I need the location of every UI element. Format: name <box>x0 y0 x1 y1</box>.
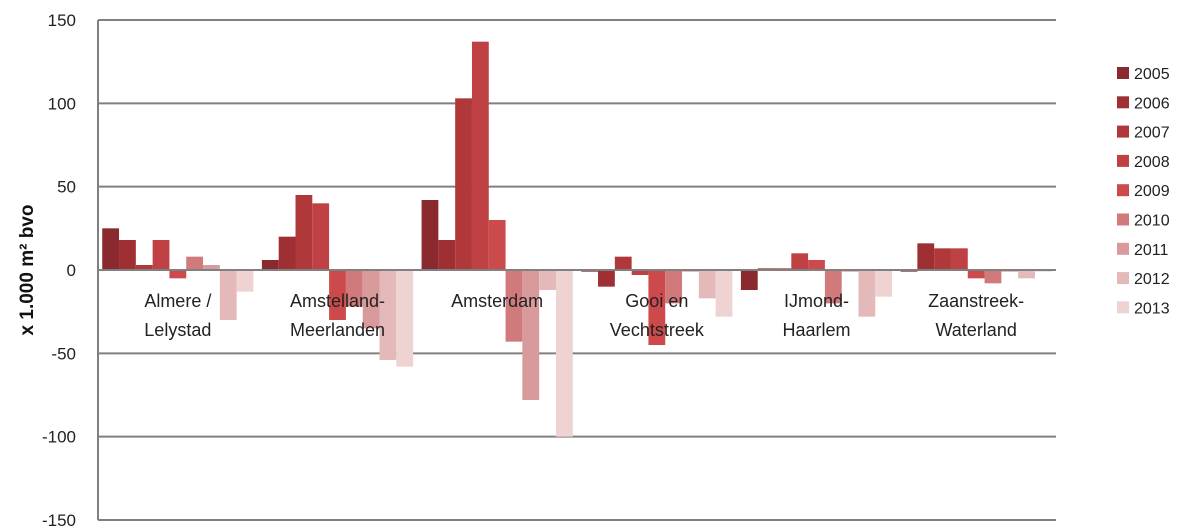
gridlines <box>98 19 1056 521</box>
bar-2010 <box>824 270 842 304</box>
bar-2008 <box>950 248 968 270</box>
bar-2006 <box>438 240 456 270</box>
legend-swatch <box>1117 125 1129 138</box>
bar-2009 <box>967 270 985 279</box>
category-label: Amstelland-Meerlanden <box>290 291 385 340</box>
bar-2010 <box>984 270 1002 284</box>
bar-2012 <box>539 270 556 290</box>
bar-2008 <box>471 41 489 270</box>
bar-2008 <box>312 203 330 270</box>
bar-2006 <box>598 270 615 287</box>
legend-swatch <box>1117 213 1129 226</box>
bar-2006 <box>119 240 136 270</box>
legend-swatch <box>1117 154 1129 167</box>
legend-swatch <box>1117 67 1129 79</box>
bar-2005 <box>102 228 120 270</box>
bar-2012 <box>379 270 397 360</box>
bar-2009 <box>169 270 187 279</box>
category-label: Gooi en Vechtstreek <box>610 291 705 340</box>
legend-label: 2006 <box>1134 95 1170 112</box>
bar-2007 <box>135 265 153 270</box>
y-axis-title: x 1.000 m² bvo <box>17 205 38 336</box>
bar-2006 <box>278 236 296 270</box>
bar-2011 <box>362 270 380 329</box>
bar-2013 <box>715 270 733 317</box>
bar-2013 <box>236 270 254 292</box>
bar-2013 <box>396 270 414 367</box>
bar-2009 <box>329 270 346 320</box>
bar-2005 <box>261 260 279 270</box>
bar-2005 <box>740 270 758 290</box>
bar-2010 <box>345 270 363 307</box>
y-tick-label: -150 <box>42 511 76 530</box>
bar-2007 <box>295 195 313 270</box>
bar-2012 <box>698 270 716 299</box>
bar-2013 <box>555 270 573 437</box>
bar-2012 <box>1018 270 1035 279</box>
bar-2009 <box>648 270 666 345</box>
legend-swatch <box>1117 184 1129 197</box>
y-tick-label: 150 <box>48 11 76 30</box>
y-tick-label: 100 <box>48 94 76 113</box>
bar-2009 <box>808 260 825 270</box>
y-tick-label: -50 <box>51 344 76 363</box>
bar-2008 <box>631 270 649 275</box>
bar-2009 <box>488 220 506 270</box>
y-axis-tick-labels: 150 100 50 0 -50 -100 -150 <box>42 11 76 530</box>
legend-swatch <box>1117 96 1129 109</box>
bar-2010 <box>186 256 204 270</box>
category-label: Zaanstreek-Waterland <box>928 291 1024 340</box>
legend-label: 2013 <box>1134 300 1170 317</box>
legend-swatch <box>1117 272 1129 285</box>
category-labels: Almere / Lelystad Amstelland-Meerlanden Ams… <box>144 291 1024 340</box>
legend-label: 2012 <box>1134 271 1170 288</box>
legend-label: 2008 <box>1134 154 1170 171</box>
legend-label: 2009 <box>1134 183 1170 200</box>
category-label: Amsterdam <box>451 291 543 311</box>
bar-2013 <box>875 270 893 297</box>
category-label: IJmond-Haarlem <box>782 291 850 340</box>
bar-2006 <box>917 243 935 270</box>
legend-label: 2010 <box>1134 213 1170 230</box>
bar-2007 <box>455 98 472 270</box>
legend-swatch <box>1117 301 1129 314</box>
bar-2012 <box>858 270 876 317</box>
bar-2007 <box>934 248 951 270</box>
bar-2005 <box>421 200 439 270</box>
y-tick-label: -100 <box>42 428 76 447</box>
bars <box>102 41 1052 437</box>
y-tick-label: 0 <box>67 261 76 280</box>
bar-2008 <box>791 253 809 270</box>
legend-swatch <box>1117 242 1129 255</box>
legend-label: 2005 <box>1134 66 1170 83</box>
bar-2011 <box>522 270 540 400</box>
legend-label: 2007 <box>1134 125 1170 142</box>
legend-label: 2011 <box>1134 242 1169 259</box>
y-tick-label: 50 <box>57 178 76 197</box>
bar-2007 <box>614 256 632 270</box>
bar-2010 <box>665 270 683 304</box>
legend: 2005 2006 2007 2008 2009 2010 2011 2012 2013 <box>1117 66 1170 317</box>
bar-2011 <box>203 265 220 270</box>
bar-2008 <box>152 240 170 270</box>
bar-2010 <box>505 270 523 342</box>
bar-2012 <box>219 270 237 320</box>
category-label: Almere / Lelystad <box>144 291 211 340</box>
